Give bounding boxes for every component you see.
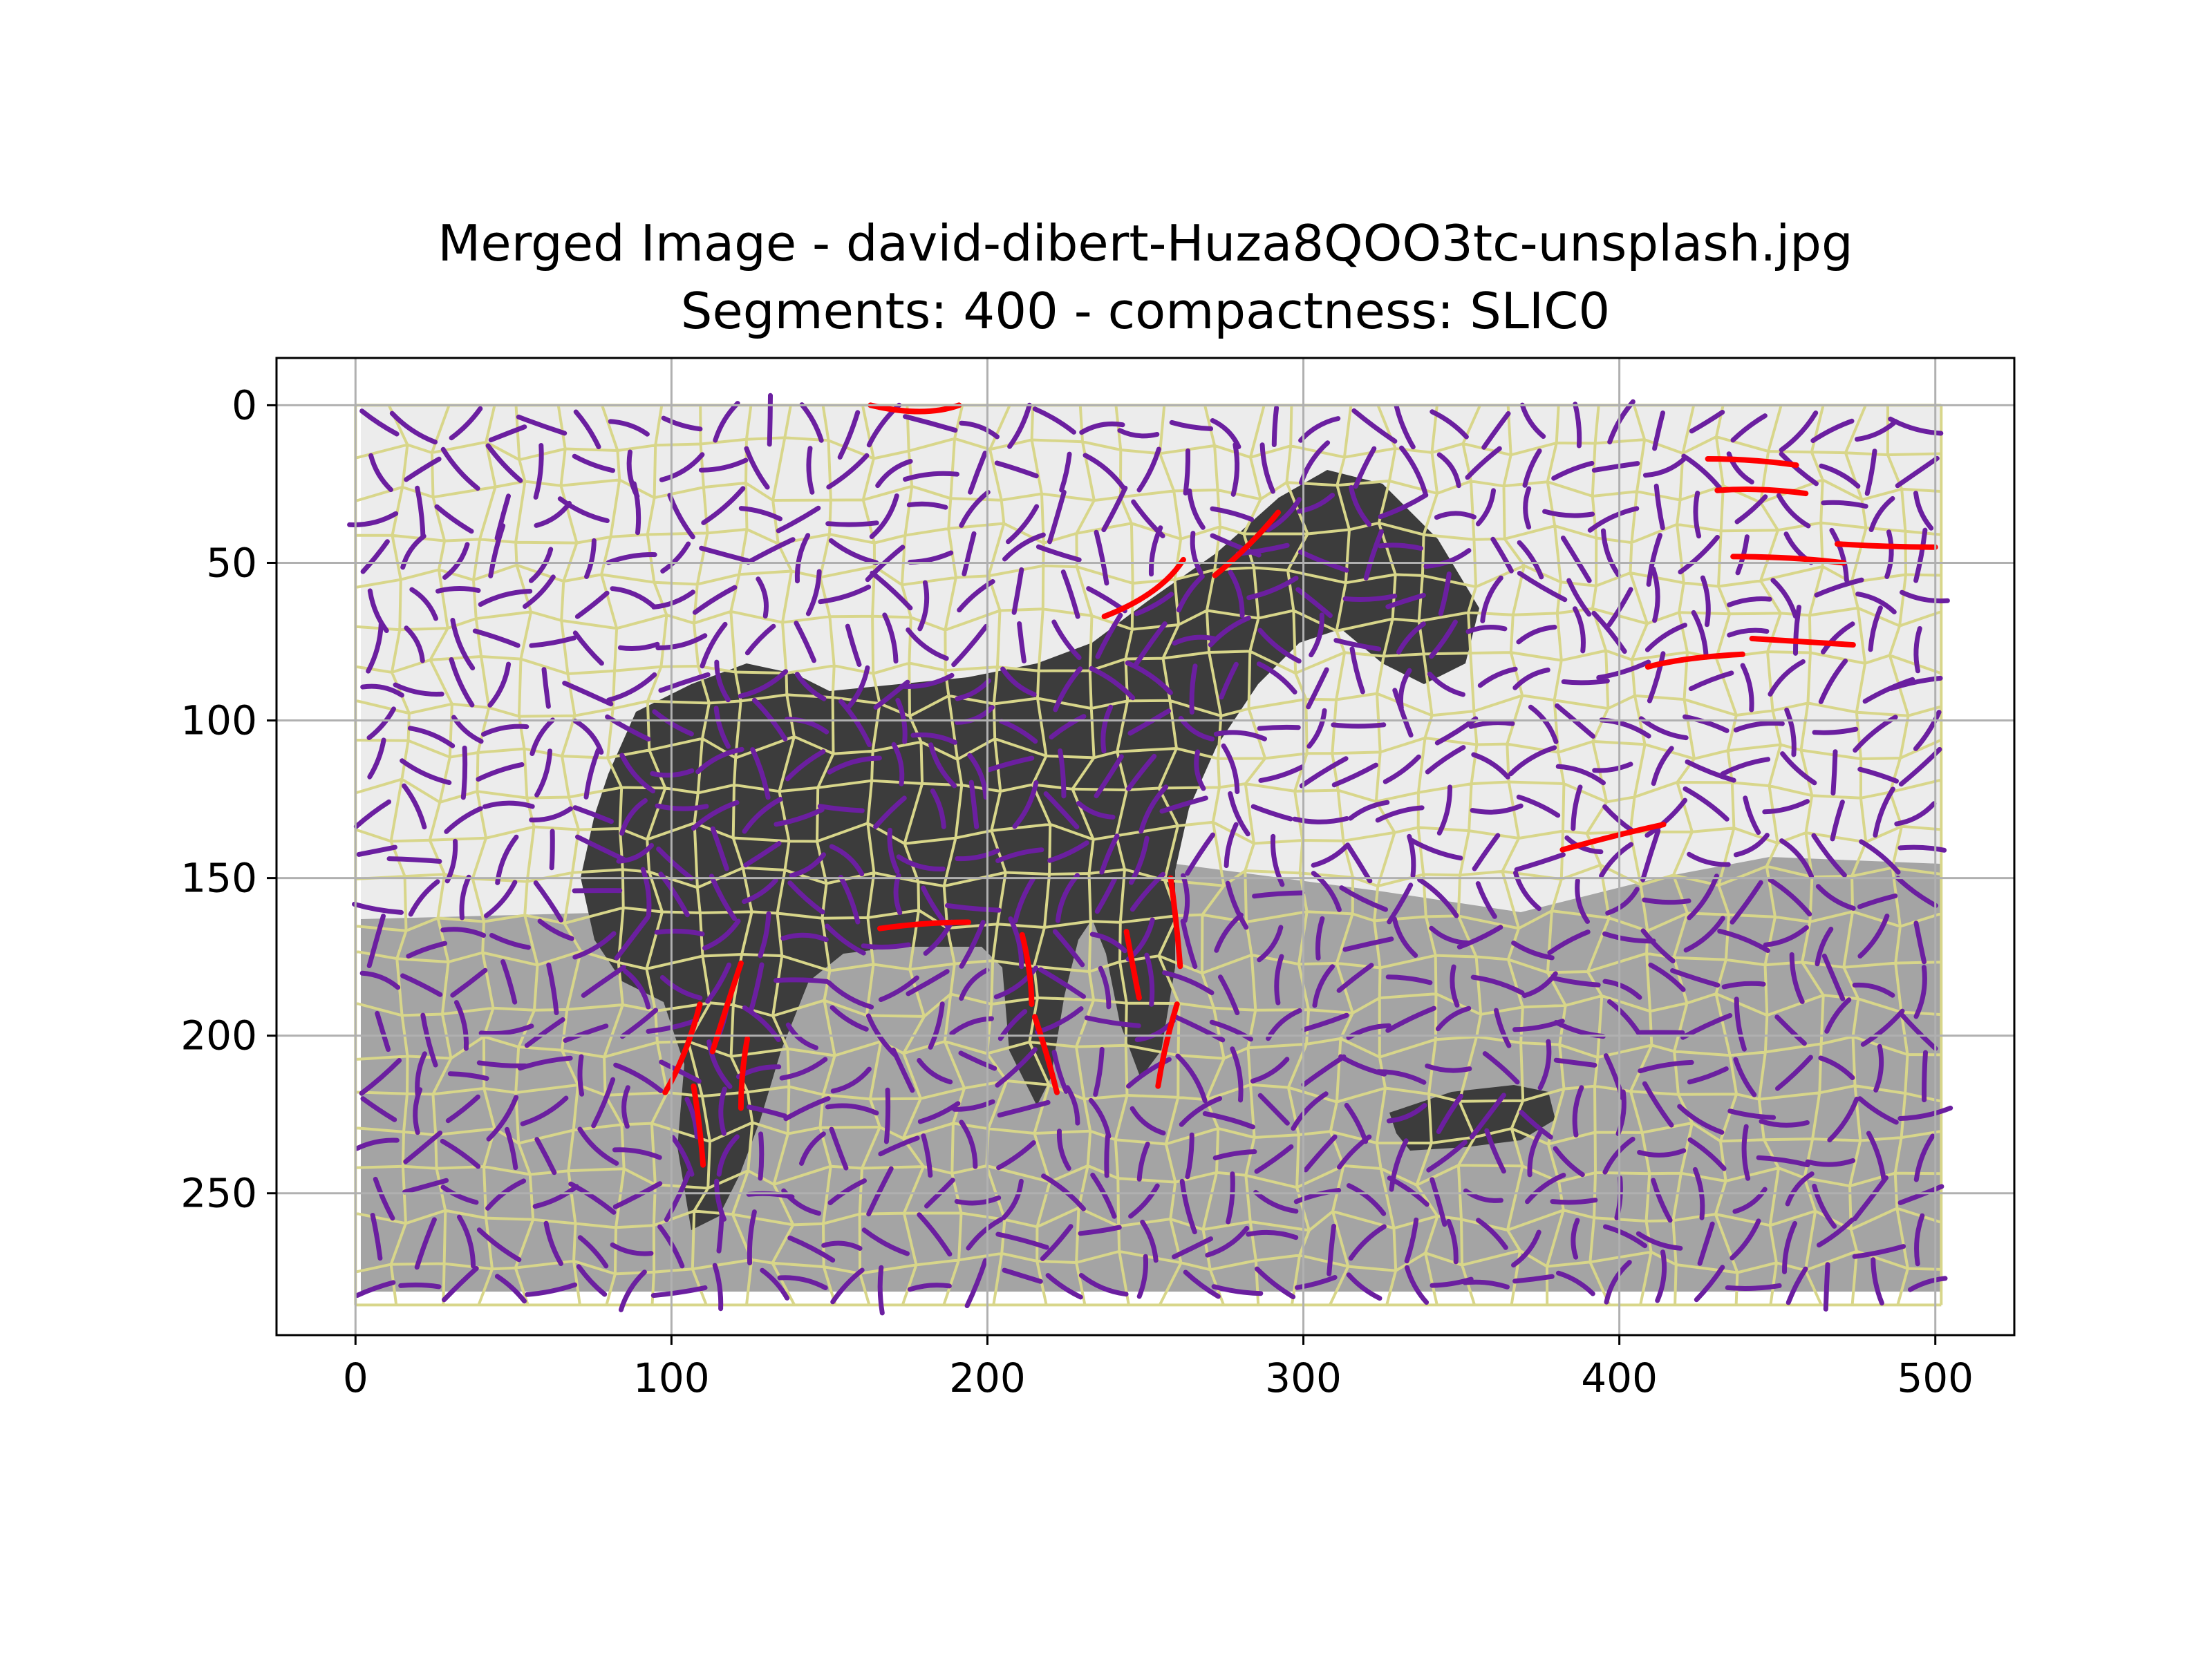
chart-title-line2: Segments: 400 - compactness: SLIC0 xyxy=(681,282,1610,340)
gradient-stroke xyxy=(1333,725,1384,726)
gradient-stroke xyxy=(1564,681,1607,683)
highlight-stroke-6 xyxy=(1837,544,1936,547)
gradient-stroke xyxy=(1259,727,1298,728)
gradient-stroke xyxy=(1900,847,1944,850)
gradient-stroke xyxy=(1107,1136,1108,1175)
gradient-stroke xyxy=(1826,1265,1828,1310)
gradient-stroke xyxy=(769,395,770,444)
gradient-stroke xyxy=(438,589,479,592)
gradient-stroke xyxy=(1644,900,1689,902)
gradient-stroke xyxy=(580,1057,582,1094)
gradient-stroke xyxy=(863,945,908,947)
gradient-stroke xyxy=(1274,408,1276,444)
segmented-image xyxy=(350,395,1951,1313)
gradient-stroke xyxy=(1833,752,1835,793)
y-axis: 0 50 100 150 200 250 xyxy=(180,381,276,1216)
gradient-stroke xyxy=(1553,1200,1595,1202)
gradient-stroke xyxy=(880,1267,882,1313)
x-axis: 0 100 200 300 400 500 xyxy=(343,1335,1974,1401)
gradient-stroke xyxy=(828,523,877,525)
chart-title-line1: Merged Image - david-dibert-Huza8QOO3tc-… xyxy=(438,214,1853,272)
gradient-stroke xyxy=(1727,1285,1779,1288)
gradient-stroke xyxy=(776,980,827,982)
y-tick-label: 250 xyxy=(180,1170,257,1217)
x-tick-label: 200 xyxy=(949,1354,1026,1401)
gradient-stroke xyxy=(657,931,702,934)
x-tick-label: 400 xyxy=(1581,1354,1658,1401)
x-tick-label: 0 xyxy=(343,1354,368,1401)
x-tick-label: 500 xyxy=(1897,1354,1974,1401)
y-tick-label: 100 xyxy=(180,697,257,744)
gradient-stroke xyxy=(1924,1052,1926,1100)
gradient-stroke xyxy=(401,1285,439,1287)
y-tick-label: 200 xyxy=(180,1012,257,1059)
gradient-stroke xyxy=(886,1090,888,1142)
y-tick-label: 50 xyxy=(206,539,257,586)
x-tick-label: 100 xyxy=(633,1354,710,1401)
y-tick-label: 0 xyxy=(232,381,257,428)
x-tick-label: 300 xyxy=(1265,1354,1342,1401)
gradient-stroke xyxy=(389,859,440,862)
gradient-stroke xyxy=(760,1134,762,1178)
gradient-stroke xyxy=(463,748,465,797)
gradient-stroke xyxy=(1185,451,1188,493)
y-tick-label: 150 xyxy=(180,855,257,902)
gradient-stroke xyxy=(719,1214,722,1252)
